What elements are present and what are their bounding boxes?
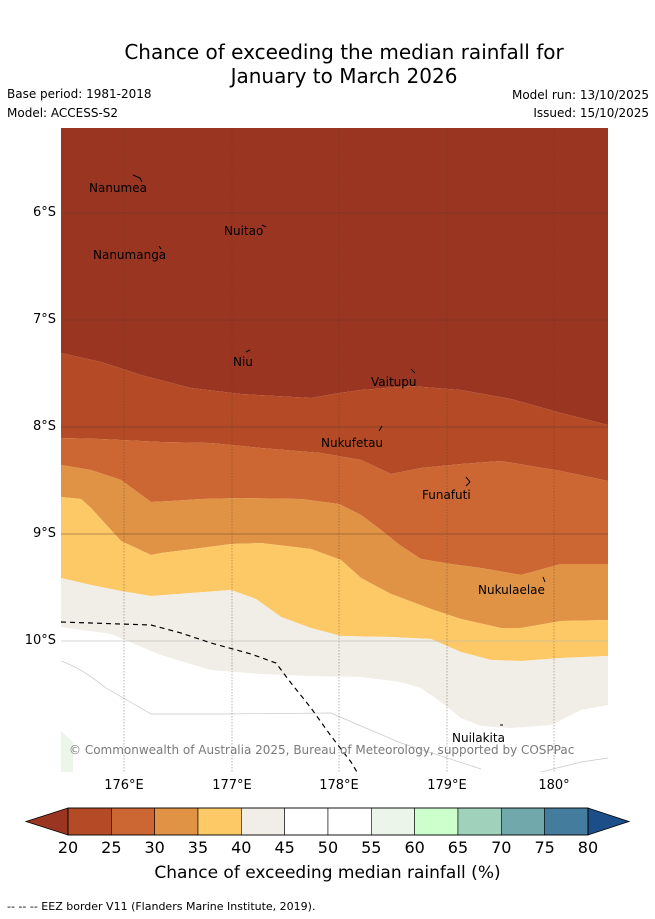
title-line-1: Chance of exceeding the median rainfall … <box>124 40 564 64</box>
band-25-30 <box>61 353 608 481</box>
colorbar-extend-high <box>587 807 631 836</box>
lat-label-7s: 7°S <box>32 312 56 327</box>
band-35-40 <box>61 465 608 628</box>
lon-label-178e: 178°E <box>319 778 359 793</box>
rainfall-map: Nanumea Nuitao Nanumanga Niu Vaitupu Nuk… <box>61 128 608 772</box>
colorbar-cell <box>241 807 285 836</box>
colorbar-tick-label: 25 <box>101 838 122 857</box>
place-niu: Niu <box>233 355 253 369</box>
contour-line <box>61 660 482 770</box>
colorbar-tick-label: 50 <box>317 838 339 857</box>
colorbar <box>24 807 631 836</box>
colorbar-tick-label: 40 <box>231 838 252 857</box>
colorbar-tick-label: 70 <box>491 838 512 857</box>
model-run: Model run: 13/10/2025 <box>511 88 649 102</box>
band-45-50 <box>61 578 608 728</box>
lon-label-177e: 177°E <box>212 778 252 793</box>
lat-label-6s: 6°S <box>32 205 56 220</box>
colorbar-tick-label: 30 <box>144 838 165 857</box>
place-funafuti: Funafuti <box>422 488 471 502</box>
colorbar-cell <box>327 807 372 836</box>
colorbar-cell <box>197 807 242 836</box>
colorbar-cell <box>544 807 589 836</box>
eez-footer-note: -- -- -- EEZ border V11 (Flanders Marine… <box>7 900 316 913</box>
place-nanumanga: Nanumanga <box>93 248 166 262</box>
colorbar-tick-label: 20 <box>57 838 79 857</box>
colorbar-tick-label: 80 <box>577 838 599 857</box>
band-30-35 <box>61 438 608 575</box>
lon-label-176e: 176°E <box>104 778 144 793</box>
colorbar-tick-label: 55 <box>361 838 382 857</box>
colorbar-cell <box>414 807 459 836</box>
place-vaitupu: Vaitupu <box>371 375 417 389</box>
lat-label-8s: 8°S <box>32 419 56 434</box>
place-nuitao: Nuitao <box>224 224 263 238</box>
copyright-notice: © Commonwealth of Australia 2025, Bureau… <box>69 743 574 757</box>
colorbar-tick-label: 60 <box>404 838 425 857</box>
band-60-65 <box>61 731 73 772</box>
colorbar-tick-label: 35 <box>187 838 209 857</box>
place-nukulaelae: Nukulaelae <box>478 583 545 597</box>
lon-label-179e: 179°E <box>427 778 467 793</box>
colorbar-tick-label: 45 <box>274 838 295 857</box>
place-nanumea: Nanumea <box>89 181 147 195</box>
lon-label-180: 180° <box>538 778 570 793</box>
colorbar-cell <box>371 807 415 836</box>
colorbar-extend-low <box>24 807 69 836</box>
latitude-lines <box>61 212 608 642</box>
colorbar-title: Chance of exceeding median rainfall (%) <box>154 863 501 883</box>
place-nukufetau: Nukufetau <box>321 436 383 450</box>
island-markers <box>132 174 546 726</box>
eez-border <box>61 621 358 772</box>
graticule <box>123 128 555 772</box>
colorbar-cell <box>111 807 155 836</box>
lat-label-9s: 9°S <box>32 526 56 541</box>
title-line-2: January to March 2026 <box>230 64 458 88</box>
band-20-25 <box>61 128 608 425</box>
lat-label-10s: 10°S <box>24 633 56 648</box>
colorbar-cell <box>284 807 329 836</box>
contour-line <box>540 757 608 772</box>
colorbar-cell <box>154 807 199 836</box>
model-name: Model: ACCESS-S2 <box>7 106 119 120</box>
colorbar-cell <box>67 807 112 836</box>
colorbar-cell <box>457 807 502 836</box>
issued-date: Issued: 15/10/2025 <box>533 106 649 120</box>
place-nuilakita: Nuilakita <box>452 731 505 745</box>
map-title: Chance of exceeding the median rainfall … <box>0 40 655 88</box>
base-period: Base period: 1981-2018 <box>7 87 152 101</box>
band-40-45 <box>61 497 608 661</box>
colorbar-cell <box>500 807 545 836</box>
colorbar-tick-label: 75 <box>534 838 555 857</box>
colorbar-tick-label: 65 <box>447 838 469 857</box>
